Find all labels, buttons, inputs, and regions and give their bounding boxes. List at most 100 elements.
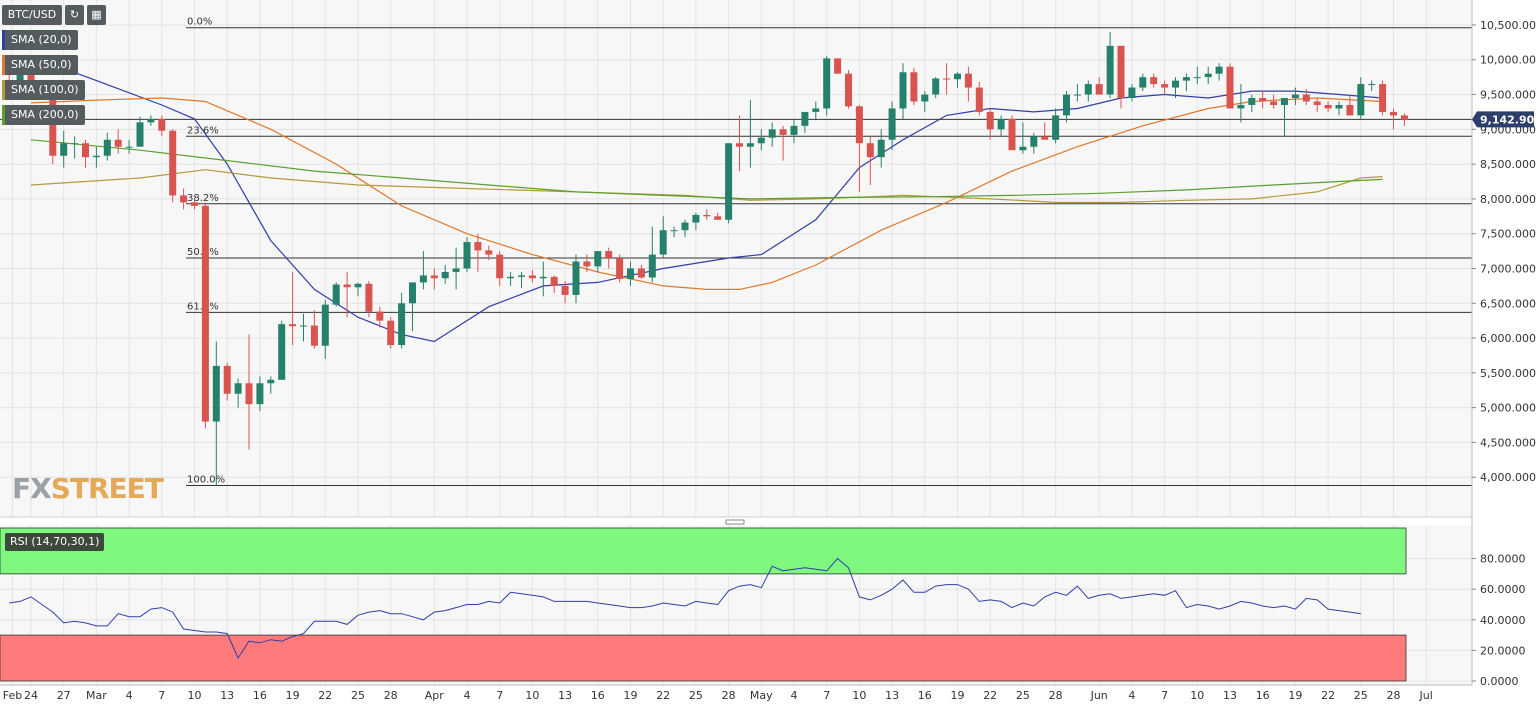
time-tick-label: 7 [1161, 689, 1168, 702]
candle [943, 63, 951, 95]
calendar-icon[interactable]: ▦ [87, 5, 106, 25]
candle [1030, 132, 1038, 154]
candle-body [572, 261, 580, 295]
candle [790, 118, 798, 144]
candle-body [550, 276, 558, 286]
candle-body [539, 276, 547, 279]
time-tick-label: 25 [689, 689, 703, 702]
legend-color-swatch [2, 80, 5, 100]
candle-body [321, 304, 329, 346]
candle [670, 226, 678, 238]
candle [746, 100, 754, 168]
current-price-tag [1472, 111, 1534, 128]
rsi-zones [0, 527, 1407, 682]
rsi-legend[interactable]: RSI (14,70,30,1) [5, 533, 105, 551]
legend-sma-20[interactable]: SMA (20,0) [2, 30, 78, 50]
candle [997, 115, 1005, 137]
current-price-label: 9,142.9018 [1480, 113, 1536, 126]
candle-body [419, 275, 427, 283]
candle-body [801, 111, 809, 126]
candle-body [496, 254, 504, 279]
candle [82, 139, 89, 168]
candle-body [147, 118, 155, 123]
price-tick-label: 8,000.0000 [1480, 193, 1536, 206]
candle-body [1052, 115, 1060, 140]
candle [1063, 91, 1070, 123]
candle-body [561, 285, 569, 295]
candle-body [1106, 45, 1114, 95]
candle-body [714, 216, 722, 220]
candle [932, 77, 940, 99]
candle-body [1128, 87, 1136, 99]
candle [561, 281, 569, 304]
candle-body [365, 283, 373, 312]
candle [1193, 66, 1201, 85]
time-tick-label: 22 [983, 689, 997, 702]
time-tick-label: 27 [57, 689, 71, 702]
candle-body [169, 130, 177, 196]
candle-body [1139, 77, 1147, 88]
candle-body [114, 139, 122, 147]
logo-part-1: FX [12, 472, 52, 505]
time-tick-label: 4 [791, 689, 798, 702]
symbol-button[interactable]: BTC/USD [2, 5, 62, 25]
candle-body [300, 325, 307, 327]
sma-line-20 [30, 55, 1383, 343]
candle [986, 108, 994, 140]
sma-lines [30, 55, 1383, 343]
candle [1073, 84, 1081, 102]
candle [387, 317, 395, 349]
candle-body [278, 324, 286, 380]
candle-body [1095, 84, 1103, 95]
candle-body [1400, 115, 1408, 120]
candle [812, 101, 820, 119]
candle-body [1041, 136, 1049, 140]
candle [768, 122, 776, 147]
time-tick-label: 28 [1049, 689, 1063, 702]
legend-color-swatch [2, 30, 5, 50]
candle-body [790, 125, 798, 135]
time-tick-label: Mar [86, 689, 107, 702]
candle [1281, 98, 1288, 137]
time-tick-label: Feb [3, 689, 22, 702]
candle [60, 130, 68, 168]
candle [845, 70, 852, 109]
candle [725, 143, 733, 224]
candle-body [212, 365, 220, 422]
candle-body [703, 214, 711, 217]
candle-body [49, 94, 57, 156]
legend-sma-200[interactable]: SMA (200,0) [2, 105, 85, 125]
rsi-tick-label: 20.0000 [1480, 644, 1526, 657]
legend-sma-50[interactable]: SMA (50,0) [2, 55, 78, 75]
rsi-tick-label: 80.0000 [1480, 553, 1526, 566]
candle-body [877, 139, 885, 158]
legend-sma-100[interactable]: SMA (100,0) [2, 80, 85, 100]
candle-body [92, 155, 100, 158]
candle-body [103, 139, 111, 156]
candle-body [1324, 104, 1332, 109]
candle-body [387, 320, 395, 346]
candle-body [899, 72, 907, 109]
candle-body [60, 143, 68, 156]
candle [1172, 77, 1179, 99]
candle [975, 82, 983, 116]
candle-body [986, 111, 994, 130]
candle [223, 362, 231, 401]
price-grid [0, 0, 1536, 685]
candle [1041, 122, 1049, 140]
candle [1019, 122, 1027, 154]
candle [1335, 101, 1343, 116]
candle-body [518, 275, 525, 277]
candle [1291, 87, 1299, 105]
candle [332, 282, 340, 307]
legend-color-swatch [2, 55, 5, 75]
candle-body [245, 383, 253, 405]
refresh-icon[interactable]: ↻ [65, 5, 84, 25]
candle [539, 261, 547, 297]
candle [1204, 66, 1212, 85]
candle-body [507, 276, 515, 279]
candle [1379, 80, 1387, 116]
candle [1139, 73, 1147, 92]
candle [964, 66, 972, 102]
candle [49, 89, 57, 165]
